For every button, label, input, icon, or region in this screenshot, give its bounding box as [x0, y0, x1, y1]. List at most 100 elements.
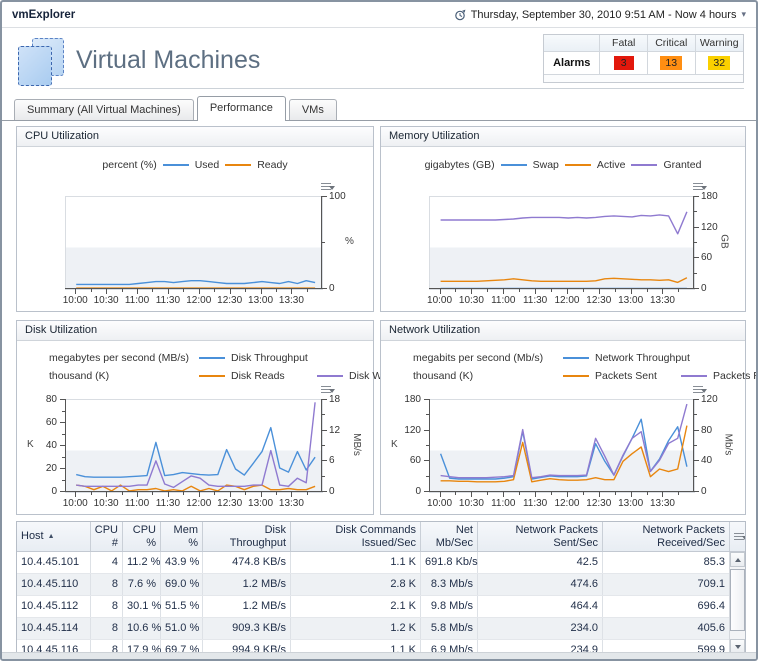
- panel-title: CPU Utilization: [17, 127, 373, 147]
- table-options-icon[interactable]: [734, 531, 745, 543]
- x-axis-tick: [168, 289, 169, 294]
- x-axis-tick-label: 11:00: [491, 498, 516, 509]
- legend-unit-label: percent (%): [102, 158, 157, 171]
- chart-options-icon[interactable]: [321, 384, 335, 396]
- alarm-count-critical[interactable]: 13: [660, 56, 683, 70]
- tab-performance[interactable]: Performance: [196, 96, 286, 121]
- x-axis-tick: [230, 289, 231, 294]
- chart-options-icon[interactable]: [693, 384, 707, 396]
- column-header-network-packets-sent-sec[interactable]: Network Packets Sent/Sec: [478, 522, 603, 551]
- chart-options-icon[interactable]: [693, 181, 707, 193]
- alarm-count-warning[interactable]: 32: [708, 56, 731, 70]
- x-axis-tick: [245, 289, 246, 292]
- x-axis-tick: [261, 289, 262, 294]
- y-axis-tick: [424, 399, 429, 400]
- y-axis-tick: [322, 476, 325, 477]
- column-header-label: Net Mb/Sec: [435, 523, 473, 549]
- tab-vms[interactable]: VMs: [288, 99, 337, 120]
- table-cell: 234.0: [478, 618, 603, 639]
- y-axis-tick: [694, 460, 699, 461]
- table-cell: 8.3 Mb/s: [421, 574, 478, 595]
- column-header-label: CPU %: [132, 523, 156, 549]
- alarms-footer-strip: [544, 75, 743, 82]
- y-axis-tick: [694, 414, 697, 415]
- x-axis-tick-label: 13:00: [248, 498, 274, 509]
- x-axis-tick: [503, 289, 504, 294]
- title-divider: [50, 88, 744, 89]
- disk-reads-swatch: [199, 375, 225, 377]
- virtual-machines-icon: [18, 38, 66, 86]
- chart-legend: percent (%) Used Ready: [25, 155, 365, 174]
- y-axis-tick: [62, 457, 65, 458]
- column-header-cpu-[interactable]: CPU #: [91, 522, 123, 551]
- right-axis-tick-label: 80: [701, 425, 713, 436]
- right-axis-unit-label: Mb/s: [722, 433, 734, 456]
- x-axis-tick-label: 10:00: [427, 295, 453, 306]
- legend-item: Packets Received: [681, 370, 756, 382]
- x-axis-tick: [455, 492, 456, 495]
- x-axis-tick: [75, 492, 76, 497]
- column-header-mem-[interactable]: Mem %: [161, 522, 203, 551]
- x-axis-tick: [678, 492, 679, 495]
- right-axis-tick-label: 0: [329, 283, 335, 294]
- x-axis-tick-label: 12:00: [554, 498, 580, 509]
- alarm-count-fatal[interactable]: 3: [613, 56, 634, 70]
- column-header-host[interactable]: Host ▲: [17, 522, 91, 551]
- chart-options-icon[interactable]: [321, 181, 335, 193]
- x-axis-tick: [245, 492, 246, 495]
- table-row[interactable]: 10.4.45.112 8 30.1 % 51.5 % 1.2 MB/s 2.1 K 9.8…: [17, 596, 745, 618]
- scroll-up-button[interactable]: [730, 552, 745, 567]
- y-axis-tick: [424, 430, 429, 431]
- table-cell: 994.9 KB/s: [203, 640, 291, 654]
- legend-item-label: Active: [596, 158, 626, 171]
- x-axis-tick: [276, 289, 277, 292]
- x-axis-tick: [291, 289, 292, 294]
- left-axis-line: [65, 399, 66, 491]
- table-scrollbar[interactable]: [729, 552, 745, 654]
- table-cell: 709.1: [603, 574, 730, 595]
- column-header-disk-commands-issued-sec[interactable]: Disk Commands Issued/Sec: [291, 522, 421, 551]
- legend-item-label: Swap: [532, 158, 559, 171]
- y-axis-tick: [694, 491, 699, 492]
- x-axis-tick-label: 12:30: [586, 295, 612, 306]
- table-cell: 69.0 %: [161, 574, 203, 595]
- y-axis-tick: [322, 491, 327, 492]
- x-axis-tick: [519, 289, 520, 292]
- table-cell: 10.4.45.116: [17, 640, 91, 654]
- column-header-cpu-[interactable]: CPU %: [123, 522, 161, 551]
- panel-body: megabits per second (Mb/s) Network Throug…: [381, 341, 756, 514]
- x-axis-tick-label: 13:30: [278, 498, 304, 509]
- memory-utilization-panel: Memory Utilization gigabytes (GB) Swap Act…: [380, 126, 746, 312]
- tab-summary[interactable]: Summary (All Virtual Machines): [14, 99, 194, 120]
- table-row[interactable]: 10.4.45.110 8 7.6 % 69.0 % 1.2 MB/s 2.8 K 8.3 …: [17, 574, 745, 596]
- table-cell: 8: [91, 618, 123, 639]
- panel-body: gigabytes (GB) Swap Active Granted 180 120 60…: [381, 147, 745, 311]
- left-axis-tick-label: 0: [415, 486, 421, 497]
- legend-item-label: Granted: [663, 158, 702, 171]
- right-axis-tick-label: 0: [329, 486, 335, 497]
- alarms-corner-cell: [544, 35, 601, 51]
- column-header-label: Mem %: [173, 523, 198, 549]
- x-axis-tick-label: 12:30: [586, 498, 612, 509]
- y-axis-tick: [694, 257, 699, 258]
- table-cell: 474.6: [478, 574, 603, 595]
- y-axis-tick: [60, 491, 65, 492]
- column-header-net-mb-sec[interactable]: Net Mb/Sec: [421, 522, 478, 551]
- chart-plot: 18 12 6 0 80 60 40 20 0 10:00 10:30 11:00 11:30 12:00…: [25, 386, 365, 511]
- legend-item-label: Disk Reads: [231, 370, 285, 382]
- column-header-network-packets-received-sec[interactable]: Network Packets Received/Sec: [603, 522, 730, 551]
- right-axis-line: [321, 399, 322, 492]
- legend-item-label: Disk Throughput: [231, 352, 308, 364]
- legend-row: percent (%) Used Ready: [25, 155, 365, 174]
- column-header-disk-throughput[interactable]: Disk Throughput: [203, 522, 291, 551]
- scrollbar-thumb[interactable]: [730, 569, 745, 631]
- legend-item: Ready: [225, 159, 288, 171]
- time-range-selector[interactable]: Thursday, September 30, 2010 9:51 AM - N…: [454, 9, 746, 21]
- legend-item: Disk Throughput: [199, 352, 317, 364]
- left-axis-unit-label: K: [391, 439, 398, 450]
- right-axis-tick-label: 12: [329, 425, 341, 436]
